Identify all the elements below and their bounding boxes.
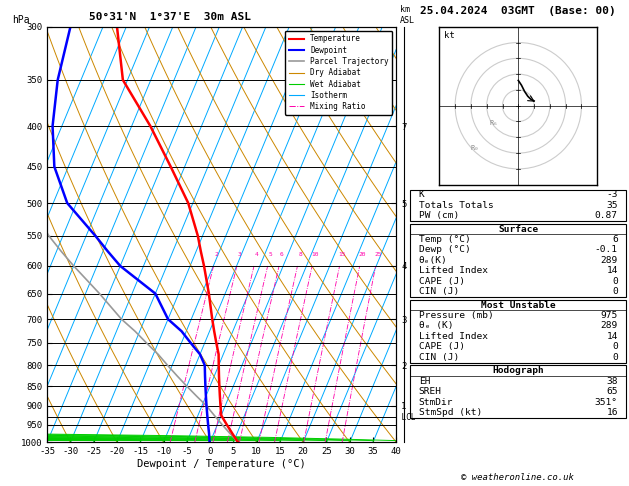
Text: © weatheronline.co.uk: © weatheronline.co.uk [461, 473, 574, 482]
Text: θₑ (K): θₑ (K) [419, 321, 454, 330]
Text: CAPE (J): CAPE (J) [419, 342, 465, 351]
Text: -0.1: -0.1 [595, 245, 618, 255]
Text: 35: 35 [606, 201, 618, 210]
Text: 8: 8 [298, 252, 302, 257]
Text: 10: 10 [311, 252, 318, 257]
Text: Pressure (mb): Pressure (mb) [419, 311, 494, 320]
Text: 50°31'N  1°37'E  30m ASL: 50°31'N 1°37'E 30m ASL [89, 12, 251, 22]
Text: 15: 15 [338, 252, 346, 257]
Text: Lifted Index: Lifted Index [419, 266, 487, 276]
Text: SREH: SREH [419, 387, 442, 396]
Text: 289: 289 [601, 256, 618, 265]
Text: EH: EH [419, 377, 430, 386]
X-axis label: Dewpoint / Temperature (°C): Dewpoint / Temperature (°C) [137, 459, 306, 469]
Text: LCL: LCL [397, 413, 416, 422]
Text: PW (cm): PW (cm) [419, 211, 459, 220]
Text: 65: 65 [606, 387, 618, 396]
Text: CIN (J): CIN (J) [419, 287, 459, 296]
Text: θₑ(K): θₑ(K) [419, 256, 447, 265]
Text: CIN (J): CIN (J) [419, 353, 459, 362]
Text: Totals Totals: Totals Totals [419, 201, 494, 210]
Text: StmDir: StmDir [419, 398, 454, 407]
Text: Hodograph: Hodograph [493, 366, 544, 375]
Text: km
ASL: km ASL [400, 5, 415, 25]
Text: 289: 289 [601, 321, 618, 330]
Text: Lifted Index: Lifted Index [419, 332, 487, 341]
Text: Dewp (°C): Dewp (°C) [419, 245, 470, 255]
Text: 2: 2 [214, 252, 218, 257]
Text: 14: 14 [606, 332, 618, 341]
Text: StmSpd (kt): StmSpd (kt) [419, 408, 482, 417]
Text: 38: 38 [606, 377, 618, 386]
Text: 16: 16 [606, 408, 618, 417]
Text: CAPE (J): CAPE (J) [419, 277, 465, 286]
Text: 25.04.2024  03GMT  (Base: 00): 25.04.2024 03GMT (Base: 00) [420, 6, 616, 16]
Text: 4: 4 [255, 252, 259, 257]
Text: 0: 0 [612, 287, 618, 296]
Text: kt: kt [444, 31, 455, 40]
Text: R₆: R₆ [490, 120, 498, 126]
Text: K: K [419, 190, 425, 199]
Text: 0.87: 0.87 [595, 211, 618, 220]
Text: 351°: 351° [595, 398, 618, 407]
Text: R₀: R₀ [471, 145, 479, 151]
Legend: Temperature, Dewpoint, Parcel Trajectory, Dry Adiabat, Wet Adiabat, Isotherm, Mi: Temperature, Dewpoint, Parcel Trajectory… [285, 31, 392, 115]
Text: 975: 975 [601, 311, 618, 320]
Text: 3: 3 [238, 252, 242, 257]
Text: hPa: hPa [13, 15, 30, 25]
Text: 0: 0 [612, 342, 618, 351]
Text: 14: 14 [606, 266, 618, 276]
Text: Most Unstable: Most Unstable [481, 300, 555, 310]
Text: 6: 6 [612, 235, 618, 244]
Text: 5: 5 [269, 252, 272, 257]
Text: 0: 0 [612, 277, 618, 286]
Text: -3: -3 [606, 190, 618, 199]
Text: 0: 0 [612, 353, 618, 362]
Text: 25: 25 [374, 252, 382, 257]
Text: 20: 20 [359, 252, 366, 257]
Text: Surface: Surface [498, 225, 538, 234]
Text: Temp (°C): Temp (°C) [419, 235, 470, 244]
Text: 6: 6 [280, 252, 284, 257]
